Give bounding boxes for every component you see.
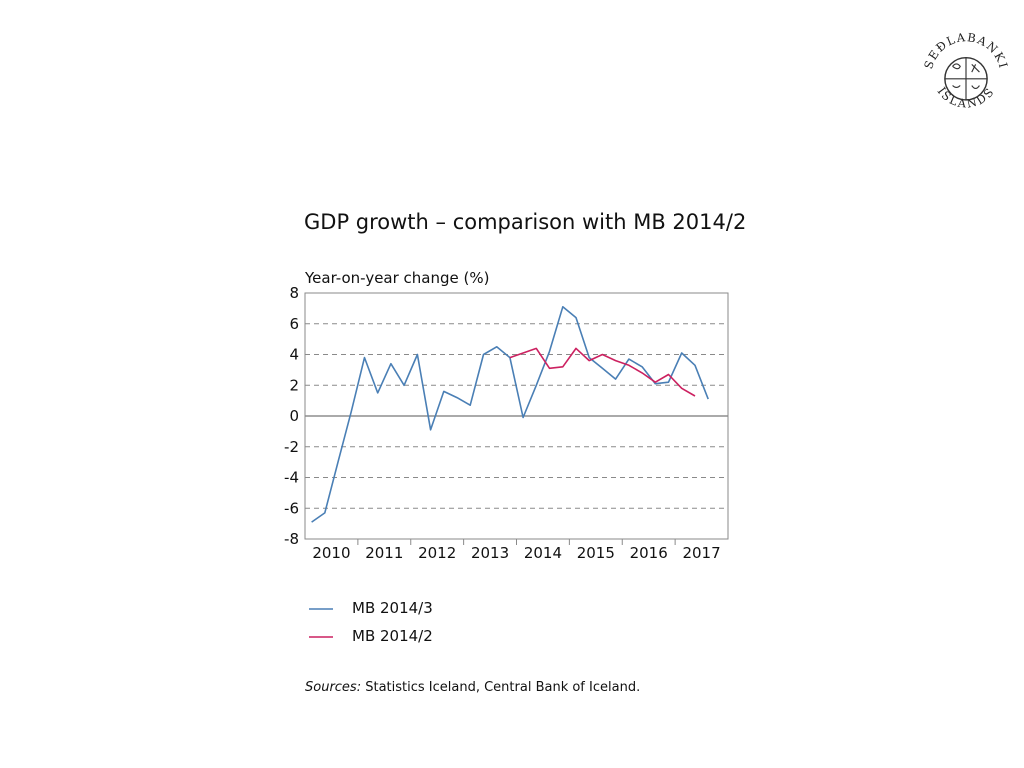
x-tick-label: 2014 [524,544,562,562]
x-tick-label: 2012 [418,544,456,562]
y-tick-label: -6 [284,499,299,517]
x-tick-label: 2013 [471,544,509,562]
x-tick-label: 2015 [577,544,615,562]
y-tick-label: 4 [289,346,299,364]
y-tick-label: 6 [289,315,299,333]
y-axis-label: Year-on-year change (%) [304,269,489,287]
x-tick-label: 2011 [365,544,403,562]
y-tick-label: 0 [289,407,299,425]
x-tick-label: 2016 [630,544,668,562]
y-axis-ticks: 8 6 4 2 0 -2 -4 -6 -8 [284,284,299,548]
y-tick-label: -2 [284,438,299,456]
series-line [509,347,696,397]
sources-note: Sources: Statistics Iceland, Central Ban… [305,680,640,695]
central-bank-seal-logo: SEÐLABANKI ÍSLANDS [921,30,1009,111]
x-tick-label: 2017 [682,544,720,562]
x-axis-ticks: 2010 2011 2012 2013 2014 2015 2016 2017 [312,539,721,562]
grid-lines [305,323,728,509]
x-tick-label: 2010 [312,544,350,562]
y-tick-label: 8 [289,284,299,302]
legend: MB 2014/3 MB 2014/2 [309,599,433,645]
y-tick-label: 2 [289,376,299,394]
sources-label: Sources: [305,680,362,695]
y-tick-label: -8 [284,530,299,548]
legend-label: MB 2014/2 [352,627,433,645]
chart-title: GDP growth – comparison with MB 2014/2 [304,210,747,234]
legend-label: MB 2014/3 [352,599,433,617]
series-line [311,305,709,523]
sources-text: Statistics Iceland, Central Bank of Icel… [365,680,641,695]
series-lines [311,305,709,523]
y-tick-label: -4 [284,469,299,487]
